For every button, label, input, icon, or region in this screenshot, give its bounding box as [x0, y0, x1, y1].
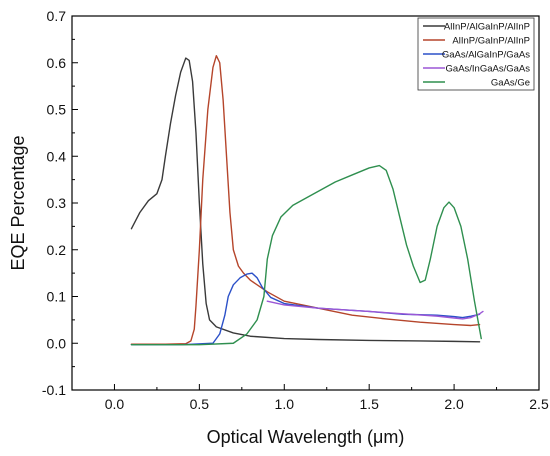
legend: AlInP/AlGaInP/AlInP AlInP/GaInP/AlInP GaAs…: [417, 17, 535, 91]
x-tick-label: 1.0: [275, 396, 295, 412]
series-layer: [130, 55, 484, 346]
y-tick-label: 0.5: [47, 102, 67, 118]
legend-label-1: AlInP/AlGaInP/AlInP: [444, 22, 530, 33]
x-tick-label: 0.0: [105, 396, 125, 412]
y-tick-label: 0.6: [47, 55, 67, 71]
y-tick-label: 0.4: [47, 148, 67, 164]
x-tick-label: 2.0: [444, 396, 464, 412]
y-tick-label: 0.2: [47, 242, 67, 258]
x-tick-label: 0.5: [190, 396, 210, 412]
x-tick-label: 2.5: [529, 396, 549, 412]
y-tick-label: 0.0: [47, 335, 67, 351]
ticks-layer: 0.0 0.5 1.0 1.5 2.0 2.5 -0.1 0.0 0.1 0.2 0.3 0.4 0.5…: [42, 8, 549, 412]
series-line-3: [130, 272, 481, 346]
x-tick-label: 1.5: [359, 396, 379, 412]
series-line-1: [130, 57, 481, 343]
series-line-5: [130, 164, 482, 346]
series-line-4: [266, 300, 484, 320]
legend-label-3: GaAs/AlGaInP/GaAs: [442, 50, 530, 61]
y-tick-label: -0.1: [42, 382, 66, 398]
x-axis-title: Optical Wavelength (μm): [207, 427, 405, 447]
y-tick-label: 0.1: [47, 289, 67, 305]
y-axis-title: EQE Percentage: [8, 135, 28, 270]
legend-label-4: GaAs/InGaAs/GaAs: [446, 64, 531, 75]
legend-label-5: GaAs/Ge: [491, 78, 530, 89]
series-line-2: [130, 55, 481, 345]
y-tick-label: 0.7: [47, 8, 67, 24]
legend-label-2: AlInP/GaInP/AlInP: [452, 36, 530, 47]
y-tick-label: 0.3: [47, 195, 67, 211]
